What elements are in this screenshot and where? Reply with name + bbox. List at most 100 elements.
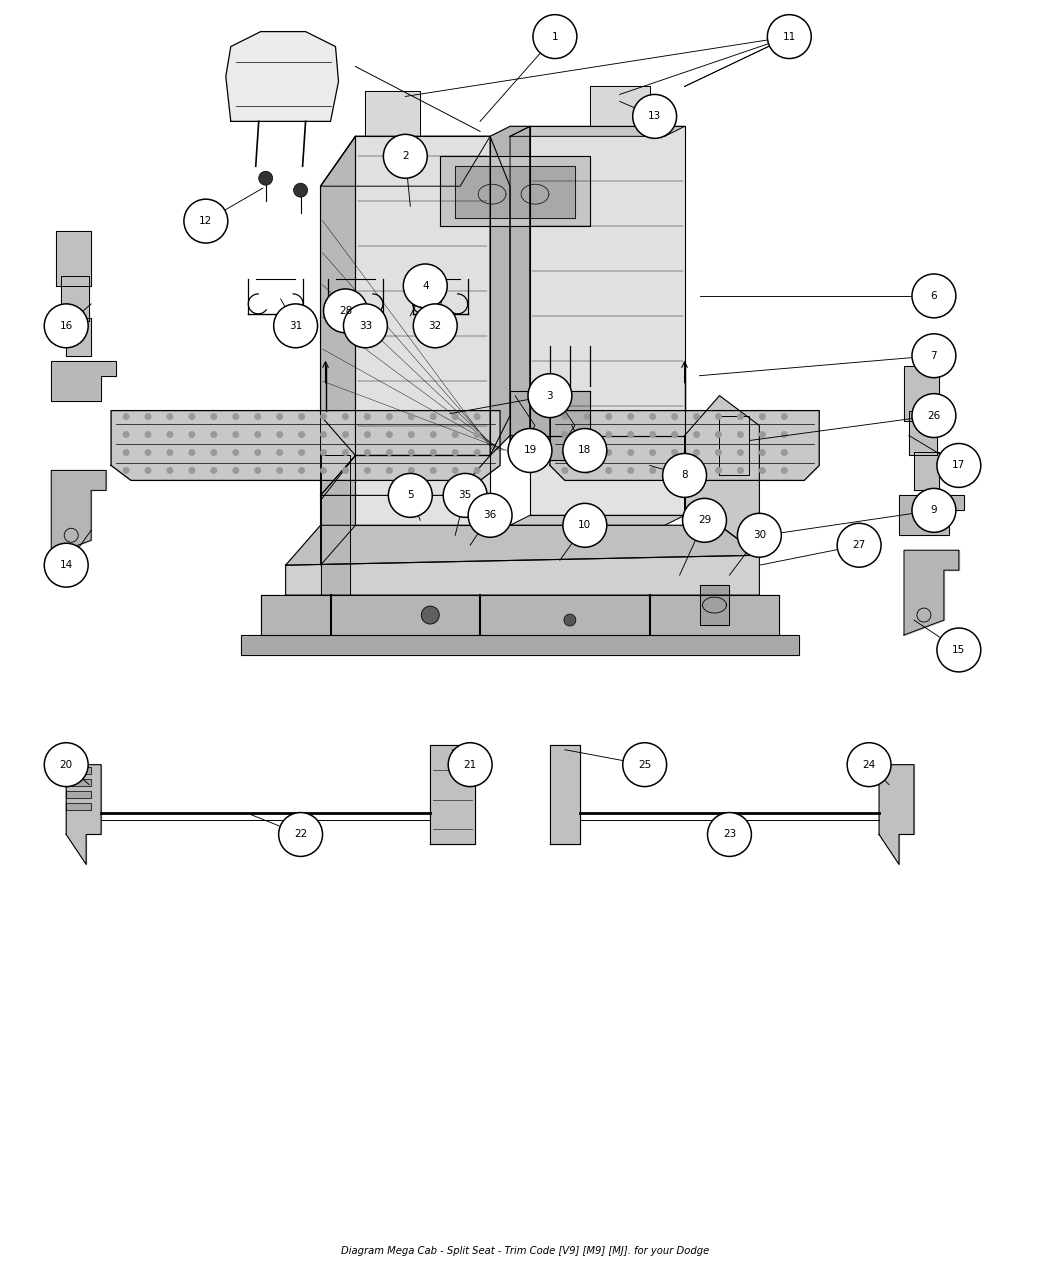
Circle shape [474,467,481,474]
Polygon shape [66,765,101,864]
Text: 14: 14 [60,560,72,570]
Polygon shape [440,157,590,226]
Circle shape [123,431,129,439]
Polygon shape [226,32,338,121]
Circle shape [385,413,393,419]
Text: 19: 19 [523,445,537,455]
Circle shape [564,615,575,626]
Circle shape [403,264,447,307]
Circle shape [298,431,306,439]
Circle shape [912,488,956,532]
Polygon shape [914,453,939,491]
Circle shape [781,413,788,419]
Circle shape [298,467,306,474]
Circle shape [663,454,707,497]
Circle shape [737,431,743,439]
Text: 25: 25 [638,760,651,770]
Circle shape [429,449,437,456]
Text: 7: 7 [930,351,938,361]
Circle shape [342,413,349,419]
Text: 5: 5 [407,491,414,500]
Circle shape [623,743,667,787]
Circle shape [276,449,284,456]
Circle shape [563,428,607,473]
Circle shape [715,431,722,439]
Circle shape [414,303,457,348]
Circle shape [671,449,678,456]
Circle shape [605,467,612,474]
Polygon shape [286,555,759,595]
Circle shape [407,467,415,474]
Circle shape [759,431,765,439]
Circle shape [781,449,788,456]
Text: 13: 13 [648,111,662,121]
Circle shape [232,467,239,474]
Polygon shape [320,455,356,565]
Polygon shape [510,515,685,525]
Polygon shape [51,361,117,400]
Circle shape [274,303,317,348]
Circle shape [759,449,765,456]
Circle shape [448,743,492,787]
Circle shape [452,467,459,474]
Polygon shape [510,126,530,445]
Circle shape [443,473,487,518]
Circle shape [123,413,129,419]
Circle shape [323,289,367,333]
Circle shape [232,449,239,456]
Polygon shape [590,87,650,126]
Polygon shape [66,766,91,774]
Circle shape [320,431,327,439]
Circle shape [167,413,173,419]
Circle shape [737,514,781,557]
Polygon shape [365,92,420,136]
Polygon shape [57,231,91,286]
Circle shape [474,431,481,439]
Circle shape [649,449,656,456]
Polygon shape [260,595,779,635]
Polygon shape [320,455,351,595]
Circle shape [474,413,481,419]
Polygon shape [286,525,759,565]
Circle shape [759,467,765,474]
Circle shape [276,431,284,439]
Circle shape [563,504,607,547]
Polygon shape [430,745,476,844]
Polygon shape [530,436,685,515]
Circle shape [210,449,217,456]
Text: 8: 8 [681,470,688,481]
Text: 29: 29 [698,515,711,525]
Circle shape [737,467,743,474]
Polygon shape [510,126,685,136]
Circle shape [184,199,228,244]
Polygon shape [530,126,685,436]
Polygon shape [904,366,939,421]
Circle shape [407,431,415,439]
Circle shape [452,431,459,439]
Circle shape [671,413,678,419]
Circle shape [562,449,568,456]
Text: 31: 31 [289,321,302,330]
Polygon shape [240,635,799,655]
Circle shape [912,394,956,437]
Circle shape [693,431,700,439]
Circle shape [44,743,88,787]
Circle shape [342,431,349,439]
Text: 12: 12 [200,215,212,226]
Polygon shape [550,411,819,481]
Circle shape [232,431,239,439]
Circle shape [715,413,722,419]
Circle shape [671,467,678,474]
Polygon shape [66,779,91,785]
Polygon shape [909,411,937,455]
Circle shape [605,431,612,439]
Circle shape [254,449,261,456]
Circle shape [385,449,393,456]
Circle shape [258,171,273,185]
Circle shape [320,449,327,456]
Circle shape [584,467,590,474]
Text: 36: 36 [483,510,497,520]
Circle shape [837,523,881,567]
Circle shape [364,431,371,439]
Circle shape [682,499,727,542]
